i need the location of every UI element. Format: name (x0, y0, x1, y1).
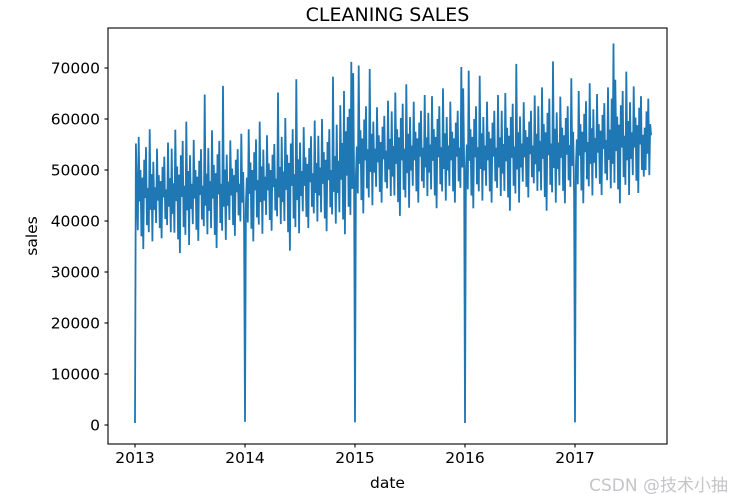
watermark-text: CSDN @技术小抽 (589, 476, 728, 494)
series (134, 43, 652, 424)
x-axis-label: date (370, 474, 405, 492)
plot-border (107, 27, 668, 445)
x-tick-label: 2014 (225, 449, 264, 467)
axes: 0 10000 20000 30000 40000 50000 60000 70000 2013… (51, 27, 668, 467)
x-tick-label: 2015 (335, 449, 374, 467)
y-tick-label: 0 (90, 417, 100, 435)
y-tick-label: 20000 (51, 315, 100, 333)
y-axis-label: sales (23, 216, 41, 256)
watermark: CSDN @技术小抽 (589, 477, 728, 494)
x-tick-label: 2016 (445, 449, 484, 467)
y-tick-label: 50000 (51, 162, 100, 180)
y-tick-label: 30000 (51, 264, 100, 282)
sales-series-line (134, 43, 652, 424)
x-tick-label: 2017 (555, 449, 594, 467)
y-tick-label: 10000 (51, 366, 100, 384)
x-tick-label: 2013 (115, 449, 154, 467)
y-tick-label: 40000 (51, 213, 100, 231)
y-tick-label: 60000 (51, 111, 100, 129)
chart-title: CLEANING SALES (306, 4, 470, 26)
y-tick-label: 70000 (51, 60, 100, 78)
